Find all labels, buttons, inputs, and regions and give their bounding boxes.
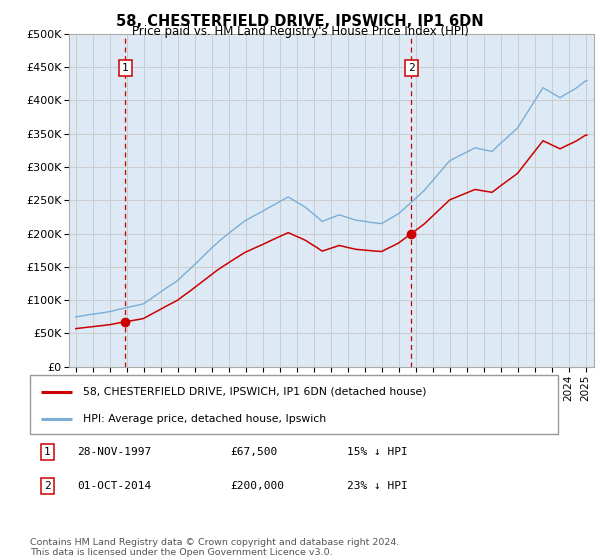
Text: 23% ↓ HPI: 23% ↓ HPI [347, 481, 407, 491]
Text: HPI: Average price, detached house, Ipswich: HPI: Average price, detached house, Ipsw… [83, 414, 326, 424]
Text: 2: 2 [408, 63, 415, 73]
Text: 28-NOV-1997: 28-NOV-1997 [77, 447, 152, 457]
FancyBboxPatch shape [30, 375, 558, 434]
Text: 1: 1 [122, 63, 129, 73]
Text: 58, CHESTERFIELD DRIVE, IPSWICH, IP1 6DN: 58, CHESTERFIELD DRIVE, IPSWICH, IP1 6DN [116, 14, 484, 29]
Text: 15% ↓ HPI: 15% ↓ HPI [347, 447, 407, 457]
Text: £67,500: £67,500 [230, 447, 278, 457]
Text: 58, CHESTERFIELD DRIVE, IPSWICH, IP1 6DN (detached house): 58, CHESTERFIELD DRIVE, IPSWICH, IP1 6DN… [83, 386, 426, 396]
Text: Price paid vs. HM Land Registry's House Price Index (HPI): Price paid vs. HM Land Registry's House … [131, 25, 469, 38]
Text: 1: 1 [44, 447, 51, 457]
Text: 2: 2 [44, 481, 51, 491]
Text: £200,000: £200,000 [230, 481, 284, 491]
Text: 01-OCT-2014: 01-OCT-2014 [77, 481, 152, 491]
Text: Contains HM Land Registry data © Crown copyright and database right 2024.
This d: Contains HM Land Registry data © Crown c… [30, 538, 400, 557]
